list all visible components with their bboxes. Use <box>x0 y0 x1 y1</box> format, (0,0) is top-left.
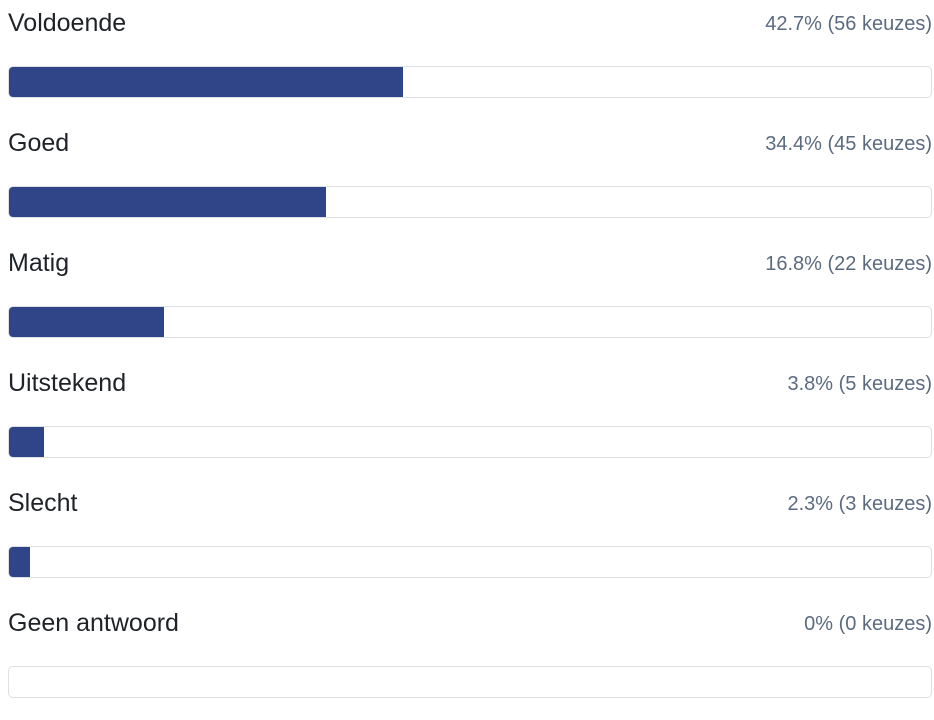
option-label: Goed <box>8 129 70 157</box>
poll-option-slecht: Slecht 2.3% (3 keuzes) <box>0 480 934 600</box>
option-label: Voldoende <box>8 9 127 37</box>
result-bar-fill <box>9 427 45 457</box>
result-bar-fill <box>9 67 403 97</box>
option-label: Uitstekend <box>8 369 127 397</box>
option-label: Matig <box>8 249 70 277</box>
option-stats: 2.3% (3 keuzes) <box>787 493 932 515</box>
result-bar-track <box>8 666 932 698</box>
option-stats: 3.8% (5 keuzes) <box>787 373 932 395</box>
option-stats: 34.4% (45 keuzes) <box>765 133 932 155</box>
poll-results: Voldoende 42.7% (56 keuzes) Goed 34.4% (… <box>0 0 934 698</box>
option-header: Geen antwoord 0% (0 keuzes) <box>0 600 934 648</box>
option-label: Slecht <box>8 489 78 517</box>
option-header: Goed 34.4% (45 keuzes) <box>0 120 934 168</box>
option-header: Slecht 2.3% (3 keuzes) <box>0 480 934 528</box>
result-bar-track <box>8 66 932 98</box>
result-bar-fill <box>9 547 31 577</box>
result-bar-fill <box>9 187 327 217</box>
result-bar-track <box>8 306 932 338</box>
option-stats: 16.8% (22 keuzes) <box>765 253 932 275</box>
result-bar-track <box>8 546 932 578</box>
option-header: Uitstekend 3.8% (5 keuzes) <box>0 360 934 408</box>
option-stats: 42.7% (56 keuzes) <box>765 13 932 35</box>
result-bar-fill <box>9 307 164 337</box>
poll-option-goed: Goed 34.4% (45 keuzes) <box>0 120 934 240</box>
option-stats: 0% (0 keuzes) <box>804 613 932 635</box>
poll-option-geen-antwoord: Geen antwoord 0% (0 keuzes) <box>0 600 934 720</box>
poll-option-matig: Matig 16.8% (22 keuzes) <box>0 240 934 360</box>
poll-option-uitstekend: Uitstekend 3.8% (5 keuzes) <box>0 360 934 480</box>
option-header: Voldoende 42.7% (56 keuzes) <box>0 0 934 48</box>
option-header: Matig 16.8% (22 keuzes) <box>0 240 934 288</box>
option-label: Geen antwoord <box>8 609 179 637</box>
result-bar-track <box>8 186 932 218</box>
result-bar-track <box>8 426 932 458</box>
poll-option-voldoende: Voldoende 42.7% (56 keuzes) <box>0 0 934 120</box>
